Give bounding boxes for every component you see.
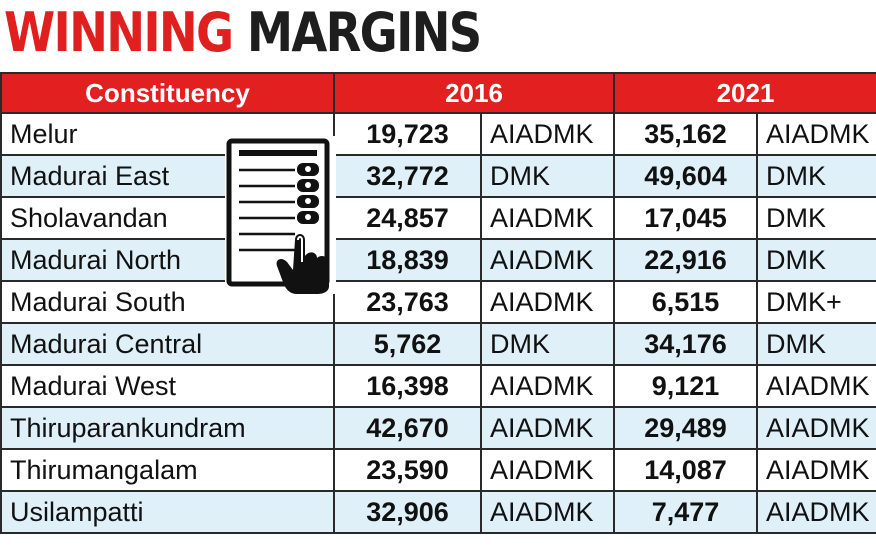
party-2016-cell: AIADMK	[480, 448, 615, 492]
party-2021-cell: AIADMK	[756, 364, 876, 408]
margin-2016-cell: 23,763	[333, 280, 482, 324]
table-row: Madurai North 18,839 AIADMK 22,916 DMK	[0, 238, 876, 282]
table-row: Madurai West 16,398 AIADMK 9,121 AIADMK	[0, 364, 876, 408]
margin-2021-cell: 22,916	[613, 238, 758, 282]
party-2016-cell: AIADMK	[480, 364, 615, 408]
table-body: Melur 19,723 AIADMK 35,162 AIADMK Madurai Eas…	[0, 112, 876, 534]
party-2016-cell: AIADMK	[480, 280, 615, 324]
margin-2016-cell: 5,762	[333, 322, 482, 366]
margin-2021-cell: 9,121	[613, 364, 758, 408]
margin-2021-cell: 34,176	[613, 322, 758, 366]
constituency-cell: Madurai West	[0, 364, 335, 408]
page-title: WINNING MARGINS	[4, 0, 482, 66]
party-2021-cell: AIADMK	[756, 406, 876, 450]
voting-machine-icon	[225, 136, 336, 294]
margin-2021-cell: 29,489	[613, 406, 758, 450]
margin-2021-cell: 35,162	[613, 112, 758, 156]
table-row: Thiruparankundram 42,670 AIADMK 29,489 AIADM…	[0, 406, 876, 450]
party-2021-cell: DMK	[756, 154, 876, 198]
table-row: Madurai East 32,772 DMK 49,604 DMK	[0, 154, 876, 198]
title-word-winning: WINNING	[4, 1, 234, 64]
margin-2016-cell: 32,906	[333, 490, 482, 534]
party-2016-cell: AIADMK	[480, 490, 615, 534]
margin-2016-cell: 19,723	[333, 112, 482, 156]
party-2021-cell: DMK	[756, 322, 876, 366]
party-2016-cell: DMK	[480, 154, 615, 198]
party-2021-cell: DMK	[756, 238, 876, 282]
table-row: Thirumangalam 23,590 AIADMK 14,087 AIADMK	[0, 448, 876, 492]
margin-2016-cell: 24,857	[333, 196, 482, 240]
table-row: Usilampatti 32,906 AIADMK 7,477 AIADMK	[0, 490, 876, 534]
party-2021-cell: AIADMK	[756, 490, 876, 534]
header-2021: 2021	[613, 72, 876, 114]
party-2016-cell: AIADMK	[480, 406, 615, 450]
margin-2016-cell: 42,670	[333, 406, 482, 450]
party-2021-cell: AIADMK	[756, 112, 876, 156]
constituency-cell: Thiruparankundram	[0, 406, 335, 450]
constituency-cell: Madurai Central	[0, 322, 335, 366]
party-2016-cell: DMK	[480, 322, 615, 366]
margin-2021-cell: 17,045	[613, 196, 758, 240]
margin-2016-cell: 16,398	[333, 364, 482, 408]
table-row: Madurai South 23,763 AIADMK 6,515 DMK+	[0, 280, 876, 324]
margin-2021-cell: 7,477	[613, 490, 758, 534]
header-2016: 2016	[333, 72, 615, 114]
header-row: Constituency 2016 2021	[0, 72, 876, 114]
margins-table: Constituency 2016 2021 Melur 19,723 AIADMK…	[0, 72, 876, 534]
constituency-cell: Thirumangalam	[0, 448, 335, 492]
title-word-margins: MARGINS	[246, 1, 482, 64]
margin-2021-cell: 49,604	[613, 154, 758, 198]
constituency-cell: Usilampatti	[0, 490, 335, 534]
margin-2016-cell: 18,839	[333, 238, 482, 282]
margin-2016-cell: 23,590	[333, 448, 482, 492]
margin-2021-cell: 14,087	[613, 448, 758, 492]
margin-2016-cell: 32,772	[333, 154, 482, 198]
party-2021-cell: DMK	[756, 196, 876, 240]
table-row: Sholavandan 24,857 AIADMK 17,045 DMK	[0, 196, 876, 240]
header-constituency: Constituency	[0, 72, 335, 114]
margin-2021-cell: 6,515	[613, 280, 758, 324]
party-2021-cell: AIADMK	[756, 448, 876, 492]
table-row: Melur 19,723 AIADMK 35,162 AIADMK	[0, 112, 876, 156]
party-2021-cell: DMK+	[756, 280, 876, 324]
party-2016-cell: AIADMK	[480, 238, 615, 282]
table-row: Madurai Central 5,762 DMK 34,176 DMK	[0, 322, 876, 366]
party-2016-cell: AIADMK	[480, 196, 615, 240]
party-2016-cell: AIADMK	[480, 112, 615, 156]
